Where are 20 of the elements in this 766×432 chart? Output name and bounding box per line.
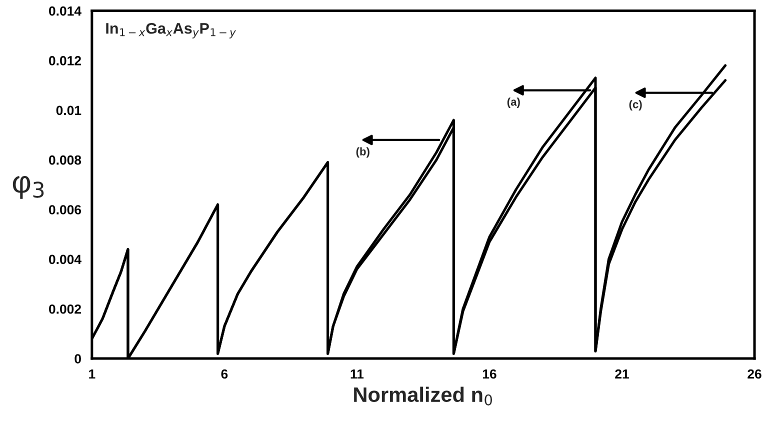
- y-tick-label: 0.014: [49, 6, 82, 16]
- y-tick-label: 0.004: [49, 254, 82, 264]
- annotation: In$_{1−x}$Ga$_{x}$As$_{y}$P$_{1−y}$: [106, 22, 236, 38]
- x-tick-label: 6: [221, 369, 228, 379]
- y-tick-label: 0.008: [49, 155, 82, 165]
- x-tick-label: 1: [89, 369, 96, 379]
- x-tick-label: 26: [748, 369, 762, 379]
- y-tick-label: 0.002: [49, 304, 81, 314]
- y-tick-label: 0.006: [49, 205, 82, 214]
- y-tick-label: 0: [74, 354, 81, 364]
- x-tick-label: 16: [482, 369, 496, 379]
- y-tick-label: 0.012: [49, 56, 81, 66]
- annotation: (a): [507, 98, 520, 108]
- x-tick-label: 21: [615, 369, 629, 379]
- x-axis-title: Normalized n$_{0}$: [354, 386, 492, 406]
- annotation: (b): [356, 147, 370, 158]
- y-axis-title: φ$_{3}$: [12, 176, 44, 199]
- y-tick-label: 0.01: [56, 106, 82, 116]
- annotation: (c): [629, 100, 642, 110]
- x-tick-label: 11: [350, 369, 364, 379]
